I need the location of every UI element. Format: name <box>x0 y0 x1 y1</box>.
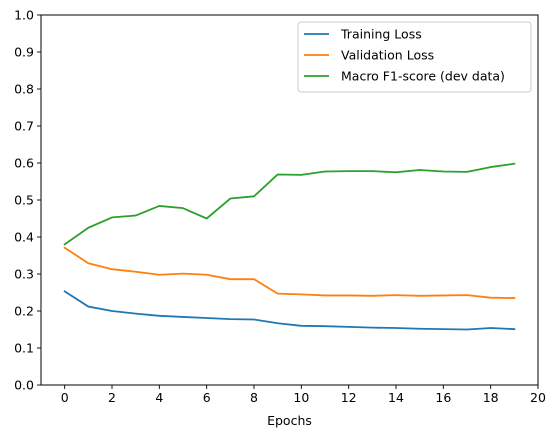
legend-label: Macro F1-score (dev data) <box>341 69 505 84</box>
x-tick-label: 0 <box>61 390 69 405</box>
legend-label: Training Loss <box>340 27 422 42</box>
series-line-2 <box>63 162 516 246</box>
x-axis-ticks: 0 2 4 6 8 10 12 14 16 18 20 <box>61 385 546 405</box>
x-tick-label: 18 <box>483 390 499 405</box>
y-tick-label: 0.2 <box>14 304 34 319</box>
x-tick-label: 16 <box>435 390 451 405</box>
y-axis-ticks: 0.0 0.1 0.2 0.3 0.4 0.5 0.6 0.7 0.8 0.9 1.0 <box>14 8 41 393</box>
series-line-0 <box>63 290 516 331</box>
series-lines <box>63 162 516 331</box>
x-tick-label: 4 <box>155 390 163 405</box>
x-tick-label: 10 <box>293 390 309 405</box>
x-tick-label: 12 <box>341 390 357 405</box>
y-tick-label: 0.1 <box>14 341 34 356</box>
legend-box <box>297 21 532 93</box>
x-tick-label: 20 <box>530 390 546 405</box>
x-tick-label: 2 <box>108 390 116 405</box>
x-tick-label: 8 <box>250 390 258 405</box>
series-line-1 <box>63 246 516 299</box>
y-tick-label: 0.7 <box>14 119 34 134</box>
x-axis-label: Epochs <box>267 413 312 428</box>
y-tick-label: 0.4 <box>14 230 34 245</box>
legend: Training Loss Validation Loss Macro F1-sco… <box>297 21 532 93</box>
y-tick-label: 1.0 <box>14 8 34 23</box>
y-tick-label: 0.9 <box>14 45 34 60</box>
y-tick-label: 0.5 <box>14 193 34 208</box>
y-tick-label: 0.6 <box>14 156 34 171</box>
x-tick-label: 6 <box>203 390 211 405</box>
y-tick-label: 0.0 <box>14 378 34 393</box>
y-tick-label: 0.8 <box>14 82 34 97</box>
y-tick-label: 0.3 <box>14 267 34 282</box>
legend-label: Validation Loss <box>341 48 434 63</box>
x-tick-label: 14 <box>388 390 404 405</box>
